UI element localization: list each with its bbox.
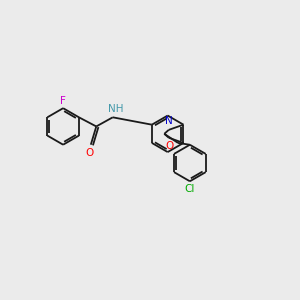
Text: O: O	[165, 141, 173, 151]
Text: N: N	[165, 116, 173, 126]
Text: Cl: Cl	[185, 184, 195, 194]
Text: NH: NH	[108, 104, 123, 114]
Text: F: F	[60, 96, 66, 106]
Text: O: O	[85, 148, 94, 158]
